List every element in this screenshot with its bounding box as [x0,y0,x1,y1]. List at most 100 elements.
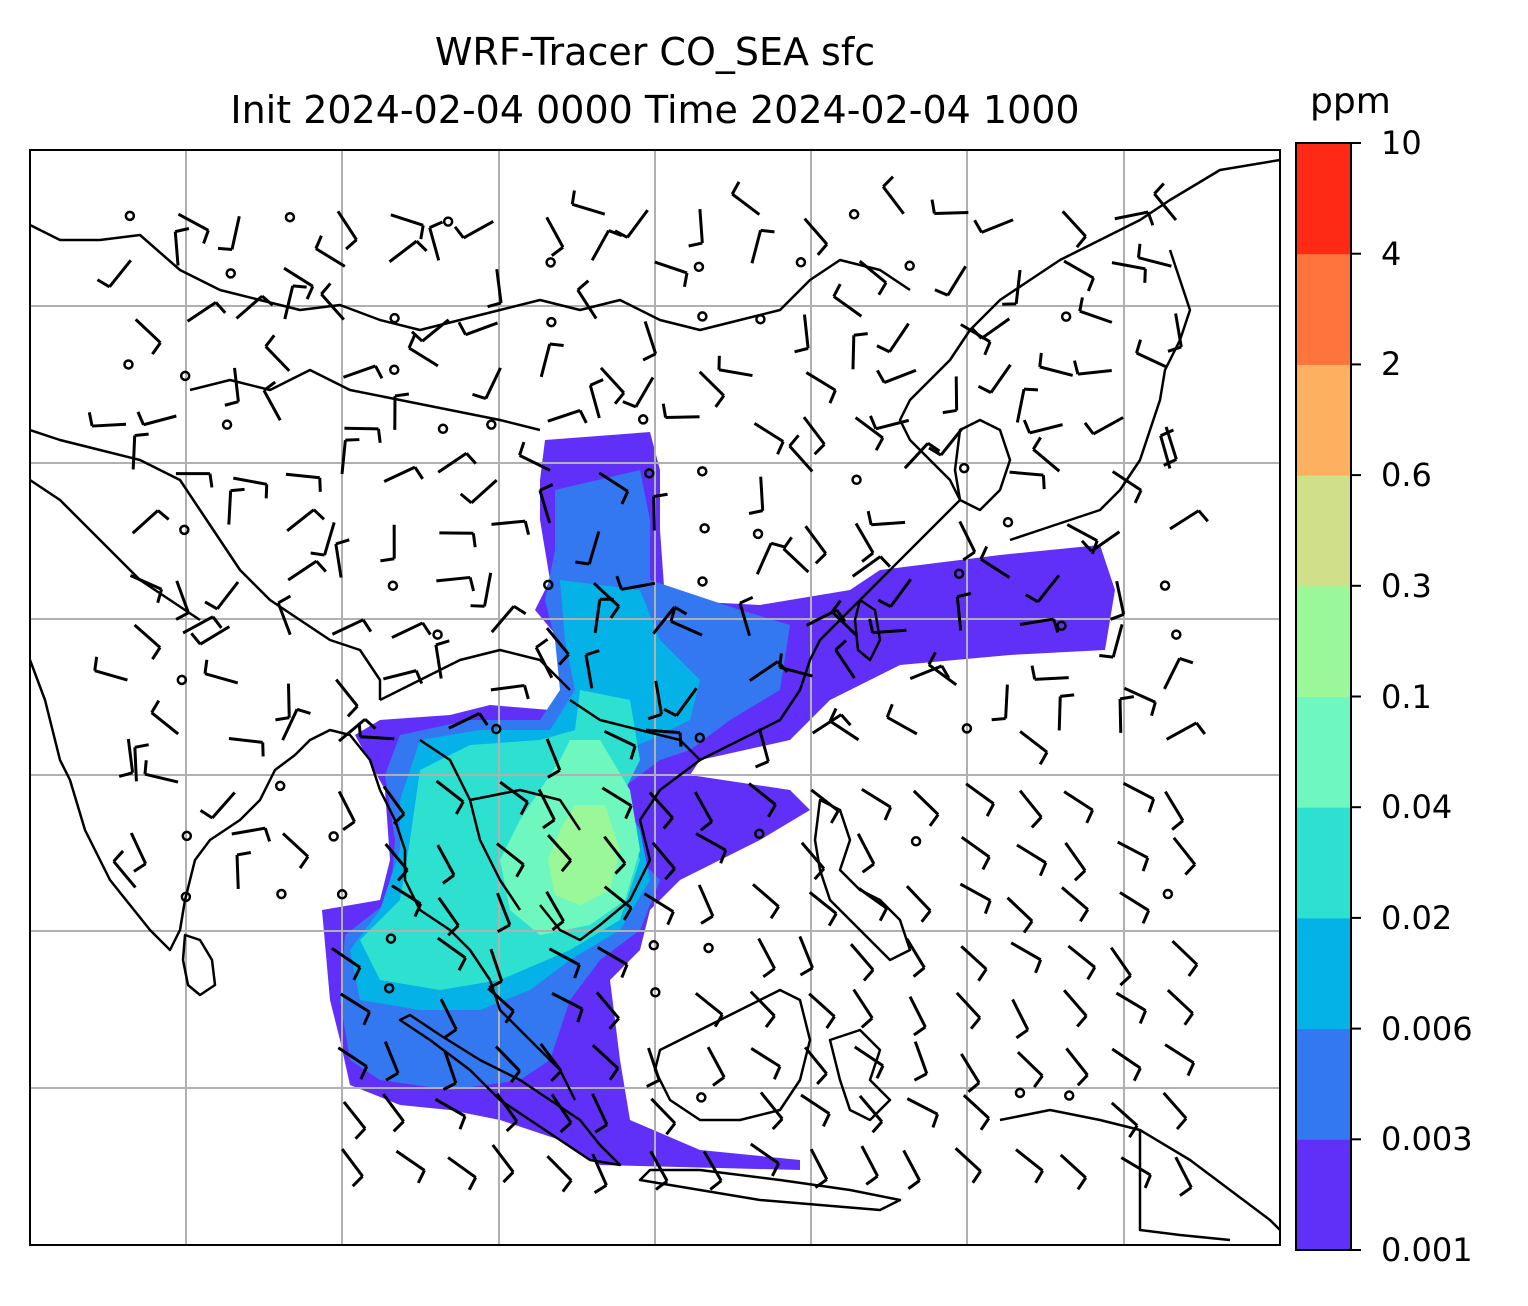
wind-barb-flag [629,745,637,760]
wind-barb-flag [465,452,477,465]
calm-wind-circle [221,419,233,430]
wind-barb-flag [345,238,358,251]
wind-barb [831,610,858,637]
calm-wind-circle [432,629,443,640]
wind-barb-flag [419,225,425,240]
wind-barb-flag [472,392,487,400]
wind-barb [545,627,570,656]
wind-barb-flag [134,432,149,437]
calm-wind-circle [961,723,973,734]
wind-barb-flag [879,555,892,568]
wind-barb [1063,259,1095,280]
calm-wind-circle [754,828,765,840]
wind-barb-flag [813,867,826,881]
wind-barb-flag [277,594,292,605]
wind-barb-flag [1085,809,1094,824]
wind-barb-flag [380,557,395,563]
wind-barb [750,1047,781,1068]
wind-barb [1034,676,1069,681]
wind-barb [340,1148,364,1178]
coastline-philippines [813,798,912,962]
wind-barb [434,1098,466,1118]
wind-barb [233,367,240,402]
wind-barb [436,844,456,876]
calm-wind-circle [486,419,497,430]
wind-barb [336,210,358,241]
coastline-korea [953,418,1012,512]
wind-barb [779,665,813,678]
wind-barb [330,947,361,969]
calm-wind-circle [179,524,190,536]
map-frame [29,149,1281,1246]
wind-barb-flag [920,909,932,923]
calm-wind-circle [387,580,399,591]
wind-barb-flag [622,907,633,921]
wind-barb-flag [1034,959,1043,974]
wind-barb [1164,1043,1195,1065]
wind-barb [133,747,138,782]
wind-barb-flag [376,428,382,443]
wind-barb-flag [429,220,444,229]
wind-barb-flag [767,803,777,818]
wind-barb-flag [264,334,276,348]
wind-barb [854,522,875,554]
wind-barb [1138,256,1172,268]
wind-barb-flag [825,1015,836,1029]
wind-barb-flag [263,380,277,392]
wind-barb [342,1101,367,1130]
wind-barb [1063,790,1094,812]
calm-wind-circle [953,568,965,579]
coastline-new-guinea [999,1108,1280,1242]
wind-barb [954,1147,982,1173]
wind-barb [649,1150,669,1182]
wind-barb-flag [927,651,937,666]
wind-barb [832,295,863,318]
wind-barb-flag [96,278,111,289]
wind-barb-flag [620,964,629,979]
wind-barb-flag [813,443,826,456]
wind-barb-flag [877,598,892,608]
wind-barb [913,1041,929,1075]
wind-barb [927,663,958,687]
wind-barb-flag [515,863,525,878]
wind-barb-flag [956,591,972,599]
border-tibet [189,368,541,432]
colorbar-segment [1296,253,1351,365]
wind-barb [965,782,995,805]
wind-barb-flag [776,440,785,455]
wind-barb [912,789,940,816]
calm-wind-circle [644,468,655,479]
wind-barb-flag [513,604,527,615]
wind-barb-flag [298,855,310,869]
wind-barb [133,623,162,649]
wind-barb-flag [699,820,713,832]
wind-barb [465,321,499,337]
wind-barb-flag [392,1120,405,1133]
calm-wind-circle [693,261,705,273]
wind-barb-flag [834,639,847,651]
wind-barb-flag [778,653,783,668]
wind-barb [959,882,991,902]
wind-barb [108,259,132,288]
wind-barb-flag [907,1179,921,1190]
wind-barb-flag [392,812,406,825]
wind-barb-flag [871,1120,884,1134]
wind-barb [538,489,552,524]
wind-barb [491,1144,515,1173]
wind-barb [91,422,127,428]
wind-barb-flag [1015,1028,1029,1040]
wind-barb-flag [1197,509,1209,523]
wind-barb-flag [608,1017,620,1030]
wind-barb [443,1050,458,1084]
wind-barb-flag [862,968,875,982]
wind-barb [749,1142,780,1165]
wind-barb [1059,1153,1087,1179]
wind-barb [798,935,814,969]
wind-barb-flag [134,743,149,749]
colorbar-tick-label: 0.001 [1381,1231,1473,1269]
wind-barb-flag [971,1170,982,1184]
wind-barb [1066,523,1098,542]
wind-barb [495,1092,519,1123]
border-himalaya [30,428,382,700]
coastline-malay-peninsula [488,979,577,1101]
